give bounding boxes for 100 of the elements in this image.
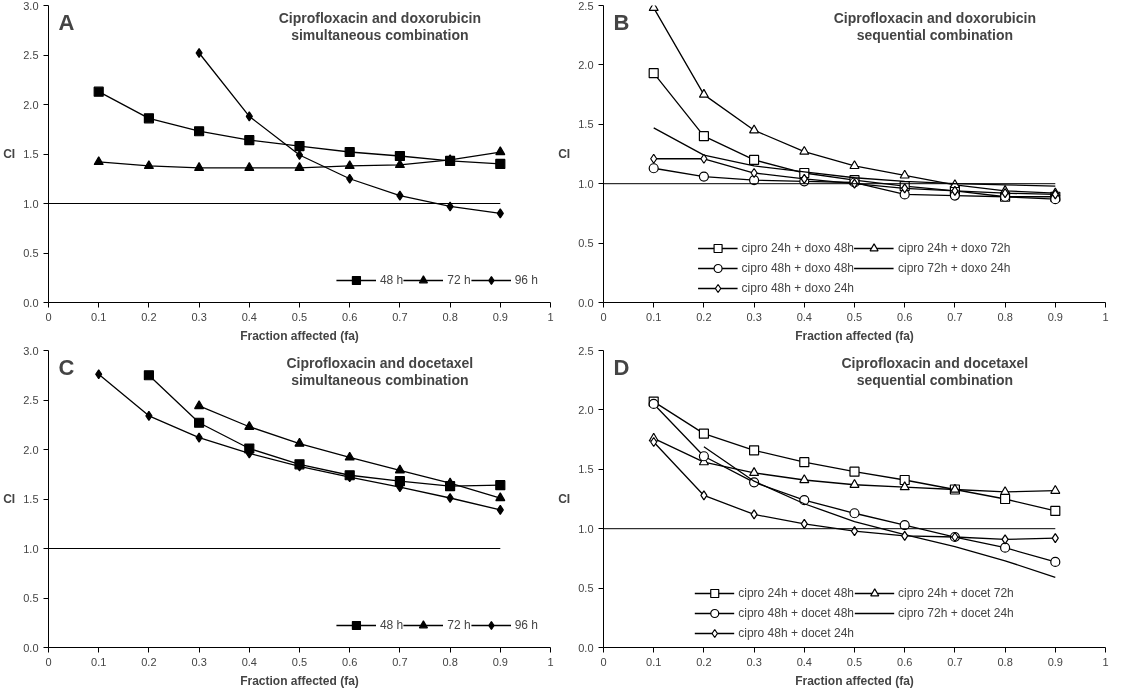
y-tick-label: 0.5 bbox=[578, 582, 594, 595]
legend-label: cipro 24h + docet 72h bbox=[898, 586, 1014, 600]
annotation: D bbox=[613, 354, 630, 380]
x-tick-label: 0 bbox=[45, 655, 52, 668]
x-tick-label: 0.6 bbox=[342, 310, 358, 323]
x-tick-label: 0.6 bbox=[897, 655, 913, 668]
y-tick-label: 2.5 bbox=[578, 0, 594, 12]
y-axis-title: CI bbox=[558, 492, 571, 506]
x-tick-label: 0.5 bbox=[291, 655, 308, 668]
y-tick-label: 0.0 bbox=[23, 296, 39, 309]
x-axis-title: Fraction affected (fa) bbox=[240, 673, 359, 688]
x-tick-label: 0.7 bbox=[947, 310, 963, 323]
annotation: A bbox=[58, 9, 75, 35]
x-tick-label: 0.1 bbox=[646, 310, 662, 323]
x-tick-label: 0.6 bbox=[342, 655, 358, 668]
x-tick-label: 0.5 bbox=[846, 310, 863, 323]
y-tick-label: 1.0 bbox=[23, 197, 39, 210]
x-axis-title: Fraction affected (fa) bbox=[795, 673, 914, 688]
legend-label: 48 h bbox=[379, 618, 404, 632]
y-tick-label: 1.5 bbox=[23, 148, 39, 160]
annotation: C bbox=[58, 354, 75, 380]
x-tick-label: 0.6 bbox=[897, 310, 913, 323]
y-tick-label: 2.5 bbox=[578, 344, 594, 357]
x-tick-label: 0.3 bbox=[746, 655, 762, 668]
x-tick-label: 0.1 bbox=[91, 310, 107, 323]
x-tick-label: 0.4 bbox=[241, 655, 257, 668]
y-tick-label: 1.5 bbox=[578, 463, 594, 476]
x-tick-label: 0.1 bbox=[91, 655, 107, 668]
y-axis-title: CI bbox=[558, 147, 571, 161]
y-tick-label: 1.5 bbox=[578, 118, 594, 131]
x-tick-label: 0.4 bbox=[796, 655, 812, 668]
x-tick-label: 1 bbox=[547, 655, 554, 668]
x-tick-label: 0.8 bbox=[997, 310, 1013, 323]
legend-label: cipro 48h + doxo 48h bbox=[741, 261, 854, 275]
x-tick-label: 1 bbox=[1102, 655, 1109, 668]
x-tick-label: 0.3 bbox=[191, 655, 207, 668]
y-axis-title: CI bbox=[3, 492, 16, 506]
x-tick-label: 0.1 bbox=[646, 655, 662, 668]
x-tick-label: 0.8 bbox=[442, 655, 458, 668]
legend-label: cipro 24h + doxo 72h bbox=[898, 241, 1011, 255]
y-tick-label: 2.5 bbox=[23, 49, 39, 61]
y-tick-label: 2.0 bbox=[578, 58, 594, 71]
y-tick-label: 3.0 bbox=[23, 344, 39, 357]
text: Ciprofloxacin and doxorubicin sequential combination bbox=[833, 9, 1036, 43]
text: Ciprofloxacin and docetaxel sequential combination bbox=[841, 354, 1029, 388]
y-tick-label: 2.0 bbox=[578, 403, 594, 416]
x-tick-label: 0.8 bbox=[997, 655, 1013, 668]
x-tick-label: 0.5 bbox=[846, 655, 863, 668]
annotation: B bbox=[613, 9, 630, 35]
y-tick-label: 0.5 bbox=[23, 247, 39, 259]
x-tick-label: 0.7 bbox=[392, 310, 408, 323]
y-tick-label: 0.0 bbox=[23, 641, 39, 654]
y-tick-label: 1.0 bbox=[578, 522, 594, 535]
x-tick-label: 0.8 bbox=[442, 310, 458, 323]
x-tick-label: 0.2 bbox=[696, 655, 712, 668]
x-tick-label: 0 bbox=[600, 310, 607, 323]
text: Ciprofloxacin and docetaxel simultaneous combination bbox=[286, 354, 474, 388]
y-tick-label: 2.5 bbox=[23, 394, 39, 406]
x-tick-label: 0.5 bbox=[291, 310, 308, 323]
x-tick-label: 1 bbox=[547, 310, 554, 323]
y-tick-label: 1.5 bbox=[23, 493, 39, 505]
x-tick-label: 0 bbox=[45, 310, 52, 323]
legend-label: cipro 48h + docet 24h bbox=[738, 626, 854, 640]
x-tick-label: 0.9 bbox=[1047, 310, 1063, 323]
x-tick-label: 0.2 bbox=[141, 310, 157, 323]
x-tick-label: 0.2 bbox=[696, 310, 712, 323]
x-tick-label: 0.4 bbox=[241, 310, 257, 323]
y-tick-label: 0.5 bbox=[578, 237, 594, 250]
text: Ciprofloxacin and doxorubicin simultaneous combination bbox=[278, 9, 481, 43]
legend-label: cipro 48h + docet 48h bbox=[738, 606, 854, 620]
x-tick-label: 0.9 bbox=[492, 655, 508, 668]
x-tick-label: 0.4 bbox=[796, 310, 812, 323]
legend-label: 72 h bbox=[447, 273, 471, 287]
y-tick-label: 2.0 bbox=[23, 443, 39, 456]
legend-label: cipro 72h + doxo 24h bbox=[898, 261, 1011, 275]
legend-label: cipro 48h + doxo 24h bbox=[741, 281, 854, 295]
x-axis-title: Fraction affected (fa) bbox=[240, 328, 359, 343]
legend-label: 72 h bbox=[447, 618, 471, 632]
x-tick-label: 0.3 bbox=[191, 310, 207, 323]
x-axis-title: Fraction affected (fa) bbox=[795, 328, 914, 343]
y-tick-label: 3.0 bbox=[23, 0, 39, 12]
legend-label: 96 h bbox=[514, 618, 538, 632]
y-tick-label: 0.5 bbox=[23, 592, 39, 604]
x-tick-label: 1 bbox=[1102, 310, 1109, 323]
x-tick-label: 0.3 bbox=[746, 310, 762, 323]
x-tick-label: 0.9 bbox=[492, 310, 508, 323]
y-tick-label: 0.0 bbox=[578, 296, 594, 309]
legend-label: 96 h bbox=[514, 273, 538, 287]
y-tick-label: 0.0 bbox=[578, 641, 594, 654]
y-axis-title: CI bbox=[3, 147, 16, 161]
y-tick-label: 1.0 bbox=[23, 542, 39, 555]
y-tick-label: 2.0 bbox=[23, 98, 39, 111]
x-tick-label: 0 bbox=[600, 655, 607, 668]
x-tick-label: 0.9 bbox=[1047, 655, 1063, 668]
y-tick-label: 1.0 bbox=[578, 177, 594, 190]
x-tick-label: 0.2 bbox=[141, 655, 157, 668]
legend-label: 48 h bbox=[379, 273, 404, 287]
x-tick-label: 0.7 bbox=[947, 655, 963, 668]
x-tick-label: 0.7 bbox=[392, 655, 408, 668]
legend-label: cipro 24h + docet 48h bbox=[738, 586, 854, 600]
